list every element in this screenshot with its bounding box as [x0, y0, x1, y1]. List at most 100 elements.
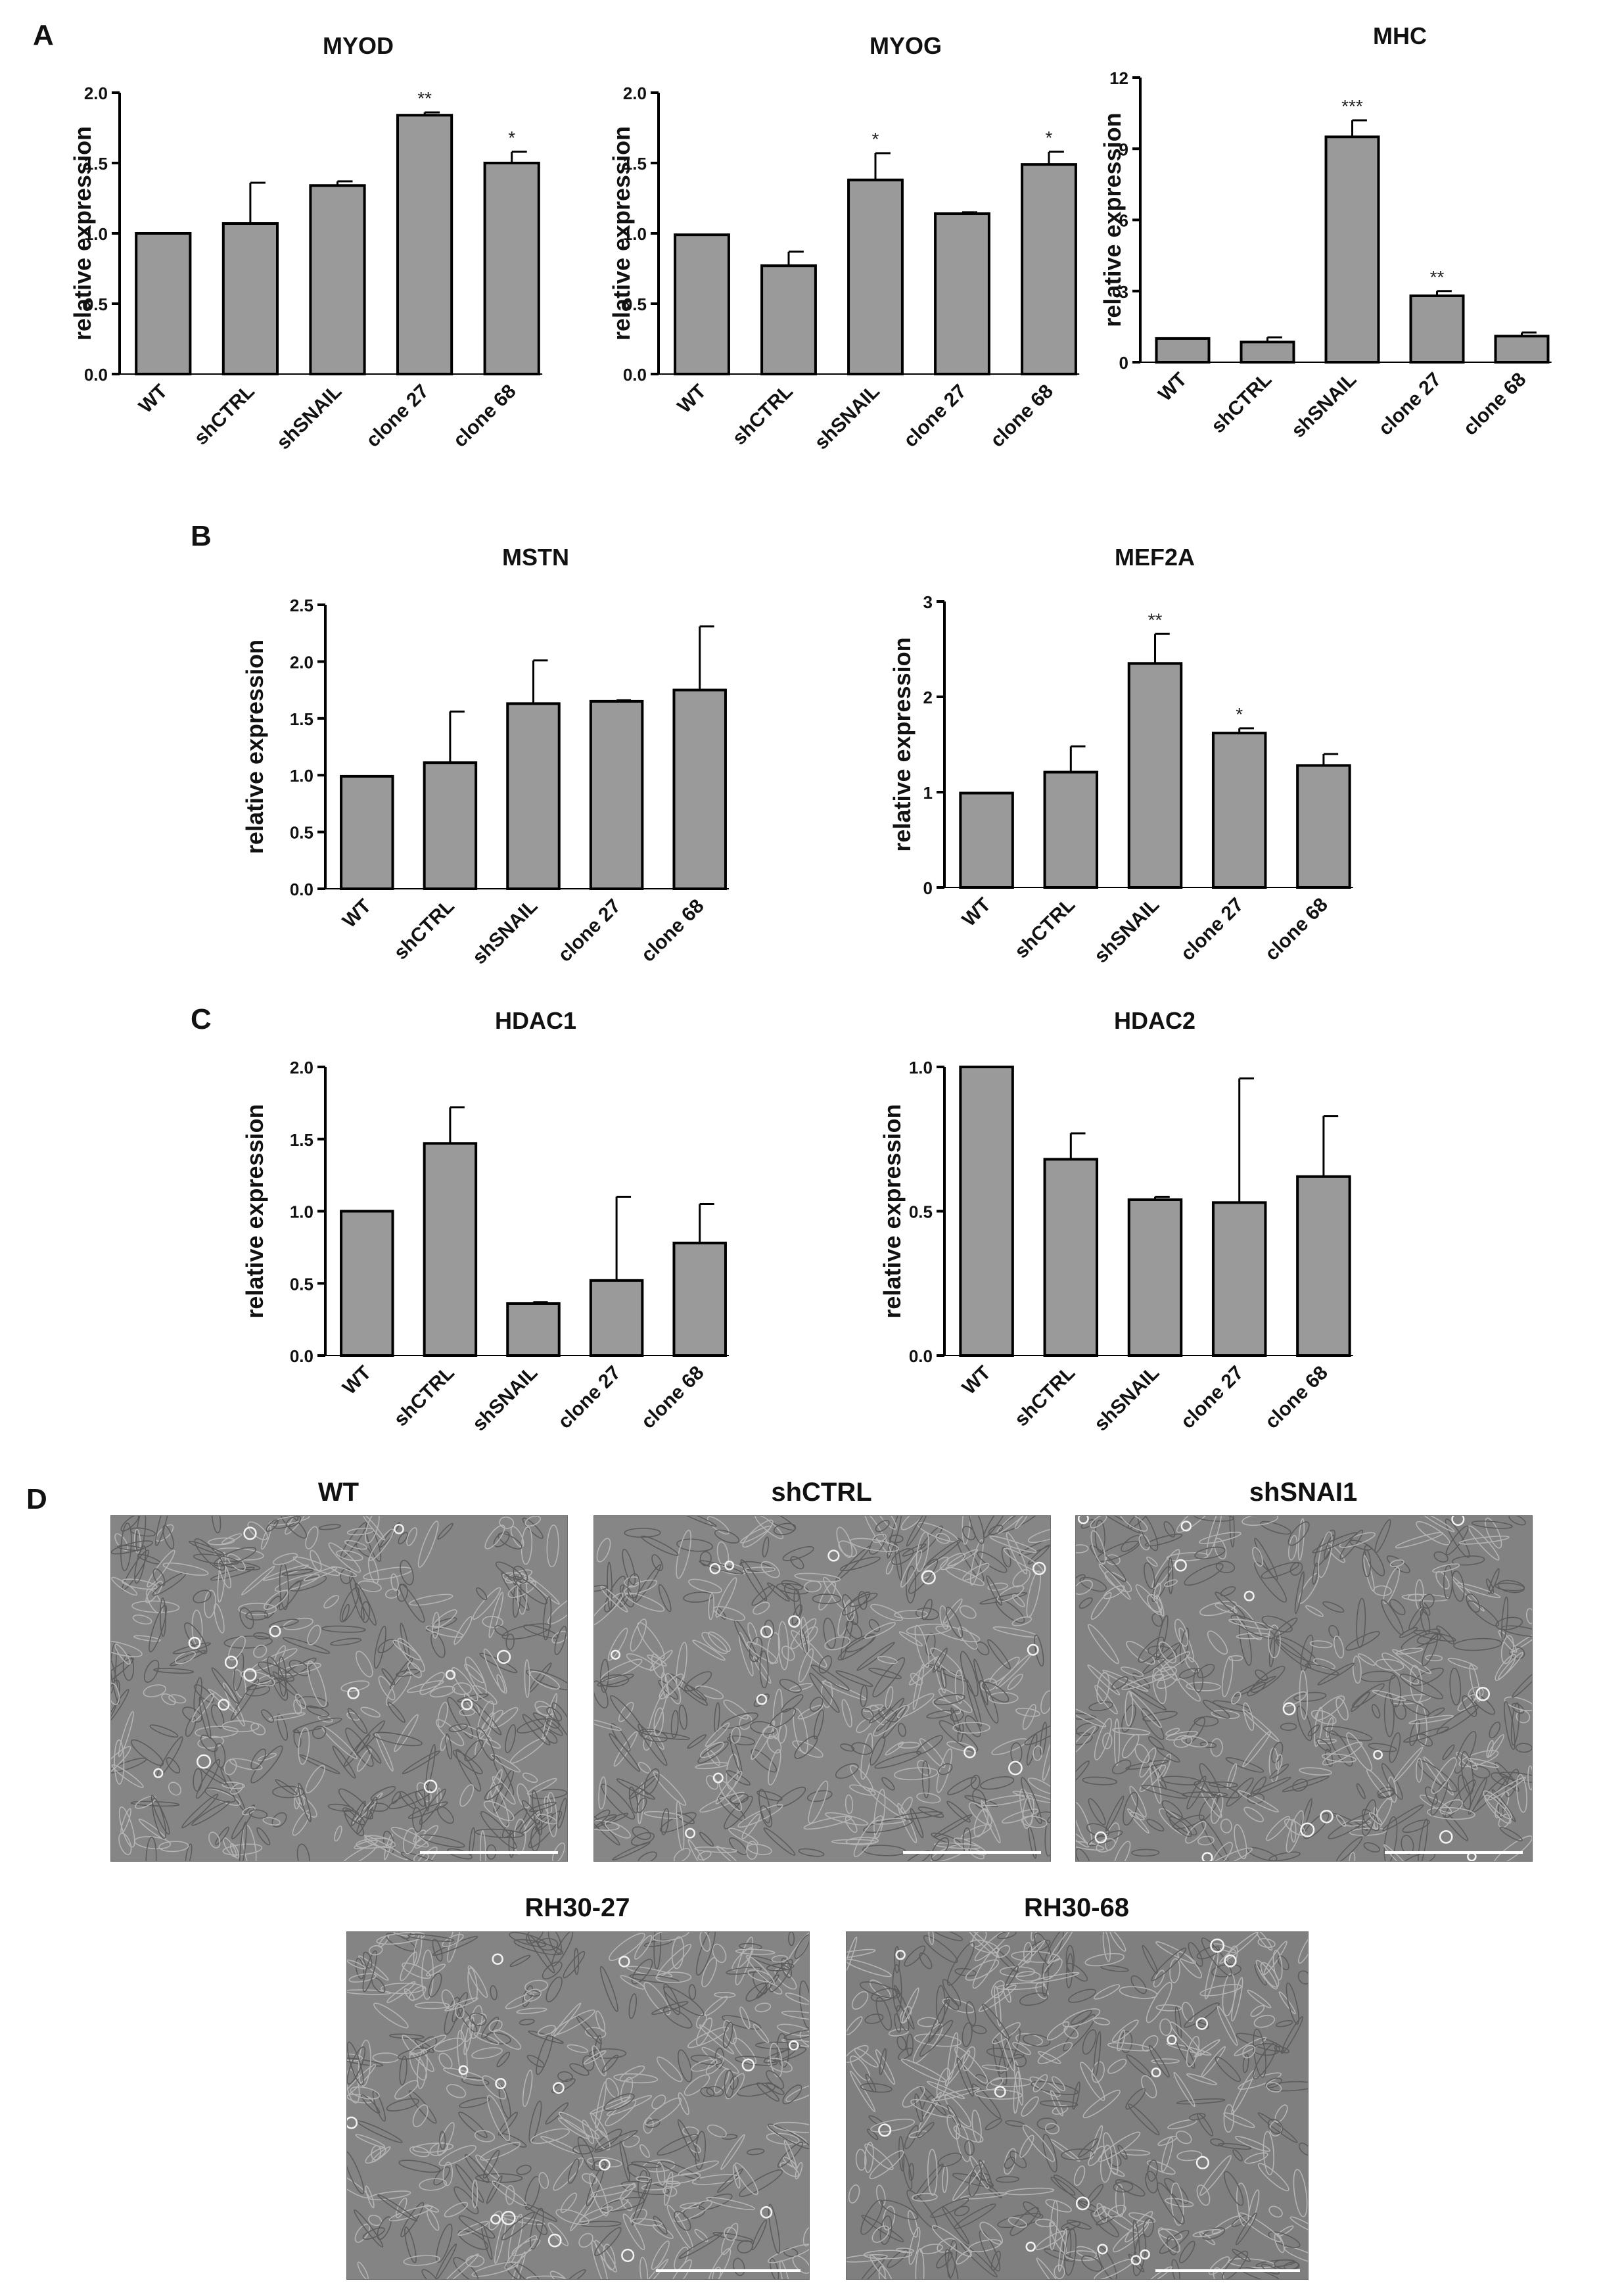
cell	[636, 2176, 652, 2183]
cell	[845, 1837, 879, 1846]
cell	[1185, 1717, 1205, 1744]
cell	[1402, 1819, 1430, 1833]
cell	[1242, 2054, 1249, 2073]
cell	[1094, 1718, 1112, 1760]
cell	[979, 2230, 1001, 2272]
cell	[364, 1835, 396, 1849]
cell	[526, 1669, 567, 1691]
cell	[704, 1996, 728, 2016]
cell	[403, 2255, 440, 2266]
cell	[1312, 1562, 1319, 1585]
cell	[601, 2054, 619, 2073]
cell	[1178, 1668, 1199, 1679]
cell	[1098, 1516, 1141, 1534]
cell	[404, 1988, 415, 2002]
cell	[189, 1540, 224, 1555]
cell	[781, 1957, 792, 1979]
cell	[1413, 1630, 1456, 1642]
cell	[1263, 2131, 1274, 2176]
cell	[1389, 1559, 1404, 1567]
cell	[701, 1957, 718, 1988]
cell	[1223, 2104, 1235, 2133]
cell	[1090, 1592, 1112, 1620]
cell	[872, 1534, 887, 1543]
cell	[873, 1789, 886, 1839]
cell	[699, 1741, 724, 1758]
cell	[914, 2093, 923, 2123]
cell	[699, 1932, 711, 1952]
cell	[872, 1657, 906, 1698]
cell	[864, 2014, 884, 2024]
cell	[262, 1817, 281, 1826]
cell	[705, 1722, 730, 1747]
significance-marker: *	[1046, 128, 1053, 148]
cell	[147, 1549, 175, 1588]
cell	[1176, 2098, 1226, 2105]
cell	[1121, 1674, 1165, 1690]
cell	[1416, 1521, 1450, 1546]
cell	[747, 1843, 772, 1855]
cell	[362, 1951, 373, 1969]
cell	[847, 1948, 876, 1959]
cell	[997, 1932, 1017, 1939]
cell	[594, 1814, 617, 1831]
cell	[692, 1640, 726, 1661]
cell	[1416, 1702, 1427, 1747]
cell	[414, 1825, 439, 1849]
cell	[785, 1993, 809, 2005]
cell	[1194, 2039, 1220, 2058]
cell	[653, 1707, 664, 1736]
cell	[1298, 2142, 1308, 2156]
cell	[956, 2123, 971, 2162]
cell	[273, 1645, 286, 1665]
cell	[919, 1952, 933, 1970]
cell	[892, 1964, 902, 2012]
cell	[841, 1592, 871, 1616]
cell	[914, 2163, 944, 2200]
cell	[849, 2055, 871, 2081]
y-tick-label: 2.0	[623, 83, 647, 103]
cell	[734, 2162, 758, 2196]
cell	[875, 1520, 890, 1532]
cell	[1146, 1556, 1158, 1567]
cell	[570, 2192, 597, 2232]
cell	[739, 2006, 751, 2029]
cell	[782, 1546, 814, 1561]
cell	[1196, 1946, 1220, 1960]
cell	[645, 2119, 661, 2129]
cell	[1235, 2136, 1270, 2152]
cell	[1062, 2008, 1101, 2027]
cell	[1207, 1630, 1228, 1655]
cell	[1274, 1617, 1298, 1637]
cell	[927, 2148, 938, 2196]
cell	[1042, 2134, 1057, 2173]
cell	[962, 1563, 990, 1581]
cell	[1234, 2037, 1267, 2056]
cell	[1312, 1658, 1335, 1670]
cell	[154, 1516, 170, 1546]
cell	[695, 1685, 724, 1699]
cell	[900, 1516, 927, 1530]
cell	[277, 1714, 289, 1741]
cell	[793, 1588, 801, 1616]
cell	[1103, 2132, 1119, 2175]
cell	[1383, 1844, 1416, 1861]
cell	[1252, 2042, 1278, 2080]
cell	[1138, 1534, 1150, 1551]
cell	[472, 1685, 498, 1705]
cell	[1138, 1636, 1165, 1663]
cell	[1113, 1718, 1121, 1766]
cell	[417, 2048, 428, 2089]
cell	[708, 1631, 731, 1653]
rounded-cell	[1094, 1831, 1107, 1844]
cell	[973, 1659, 988, 1706]
cell	[758, 1788, 771, 1824]
cell	[697, 1741, 729, 1764]
cell	[1004, 2156, 1015, 2169]
cell	[365, 1516, 380, 1544]
cell	[1268, 1624, 1281, 1659]
cell	[1389, 1599, 1406, 1616]
cell	[1321, 1753, 1357, 1763]
cell	[538, 2025, 556, 2036]
